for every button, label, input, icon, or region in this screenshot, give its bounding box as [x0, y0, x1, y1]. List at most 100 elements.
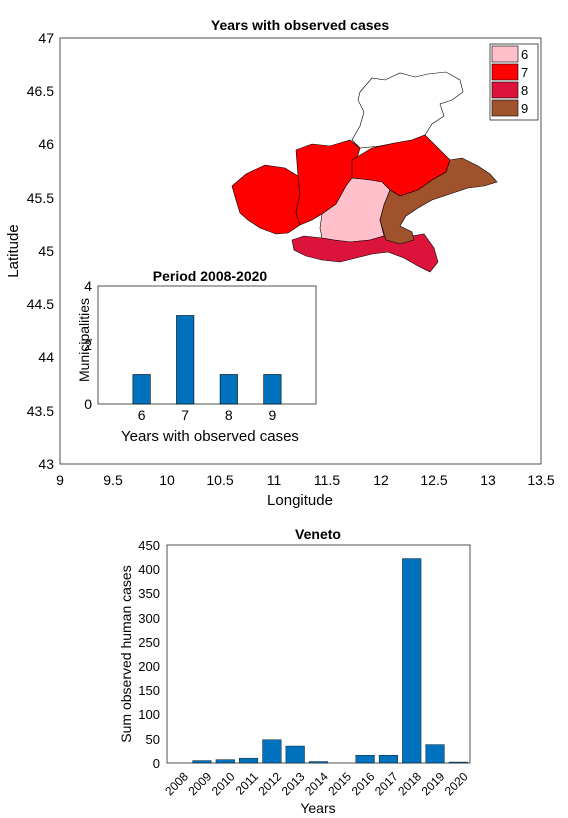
veneto-x-tick: 2019 [419, 769, 448, 798]
map-y-tick: 43 [38, 456, 54, 472]
inset-axes-box [97, 285, 317, 405]
map-y-tick: 43.5 [27, 403, 54, 419]
veneto-y-tick: 100 [138, 707, 160, 722]
inset-x-tick: 9 [269, 407, 277, 423]
inset-bar-9 [263, 374, 282, 405]
map-panel: Years with observed cases 9 9.5 10 10.5 … [5, 17, 555, 509]
veneto-bar-2017 [378, 755, 398, 764]
veneto-bar-2018 [402, 558, 422, 764]
map-y-tick: 45.5 [27, 190, 54, 206]
veneto-bar-2014 [308, 761, 329, 764]
region-map [231, 71, 498, 273]
inset-y-tick: 0 [84, 396, 92, 412]
map-x-tick: 10 [159, 472, 175, 488]
inset-bar-6 [132, 374, 151, 405]
veneto-y-tick: 0 [153, 756, 160, 771]
veneto-axes-box [166, 544, 471, 764]
map-x-tick: 13.5 [527, 472, 554, 488]
veneto-bar-2012 [262, 739, 282, 764]
veneto-bar-2010 [215, 759, 235, 764]
veneto-x-tick: 2010 [209, 769, 238, 798]
province-verona [231, 164, 301, 235]
legend-swatch-9 [491, 99, 519, 117]
inset-x-tick: 7 [181, 407, 189, 423]
map-y-tick: 46 [38, 136, 54, 152]
map-y-tick: 44 [38, 349, 54, 365]
veneto-bar-2020 [448, 761, 468, 764]
map-x-tick: 9.5 [103, 472, 123, 488]
veneto-x-tick: 2013 [279, 769, 308, 798]
inset-y-label: Municipalities [76, 298, 92, 382]
veneto-bar-2016 [355, 755, 375, 764]
veneto-bar-2019 [425, 744, 445, 764]
veneto-x-tick: 2012 [255, 769, 284, 798]
map-x-tick: 12.5 [420, 472, 447, 488]
inset-bars [132, 315, 282, 405]
veneto-x-axis: 2008200920102011201220132014201520162017… [162, 769, 471, 798]
map-y-tick: 46.5 [27, 83, 54, 99]
map-x-tick: 11.5 [314, 472, 340, 488]
map-x-tick: 9 [56, 472, 64, 488]
veneto-y-tick: 450 [138, 538, 160, 553]
map-x-tick: 13 [480, 472, 496, 488]
inset-bar-8 [219, 374, 238, 405]
inset-bar-7 [176, 315, 195, 405]
inset-y-axis: 0 2 4 [84, 278, 92, 412]
veneto-x-tick: 2009 [186, 769, 215, 798]
map-x-tick: 11 [267, 472, 282, 488]
veneto-title: Veneto [295, 526, 341, 542]
legend-label-8: 8 [521, 83, 528, 98]
legend-swatch-6 [491, 45, 519, 63]
veneto-x-tick: 2016 [349, 769, 378, 798]
veneto-y-tick: 50 [146, 732, 160, 747]
veneto-x-tick: 2020 [442, 769, 471, 798]
veneto-x-tick: 2008 [162, 769, 191, 798]
veneto-y-tick: 350 [138, 586, 160, 601]
veneto-bar-2011 [239, 757, 259, 764]
veneto-y-tick: 400 [138, 562, 160, 577]
legend-label-7: 7 [521, 65, 528, 80]
veneto-x-tick: 2014 [302, 769, 331, 798]
map-x-label: Longitude [267, 492, 333, 509]
veneto-y-axis: 0 50 100 150 200 250 300 350 400 450 [138, 538, 160, 771]
map-y-tick: 44.5 [27, 296, 54, 312]
veneto-chart: Veneto 200820092010201120122013201420152… [118, 526, 471, 816]
veneto-y-tick: 250 [138, 635, 160, 650]
veneto-y-label: Sum observed human cases [118, 565, 134, 742]
inset-x-label: Years with observed cases [121, 428, 299, 445]
map-x-tick: 10.5 [206, 472, 233, 488]
veneto-x-tick: 2011 [233, 769, 261, 797]
veneto-x-tick: 2015 [325, 769, 354, 798]
map-title: Years with observed cases [211, 17, 389, 33]
inset-chart: Period 2008-2020 6 7 8 9 0 2 4 Years with o… [76, 268, 317, 445]
inset-x-axis: 6 7 8 9 [138, 407, 277, 423]
inset-y-tick: 4 [84, 278, 92, 294]
map-y-tick: 45 [38, 243, 54, 259]
inset-x-tick: 6 [138, 407, 146, 423]
map-x-tick: 12 [373, 472, 389, 488]
legend-label-6: 6 [521, 47, 528, 62]
inset-y-tick: 2 [84, 337, 92, 353]
map-y-label: Latitude [5, 224, 22, 277]
province-venezia [379, 157, 498, 245]
map-legend: 6 7 8 9 [489, 43, 539, 121]
veneto-y-tick: 300 [138, 611, 160, 626]
veneto-bar-2009 [192, 760, 212, 764]
legend-label-9: 9 [521, 101, 528, 116]
legend-swatch-8 [491, 81, 519, 99]
legend-swatch-7 [491, 63, 519, 81]
veneto-x-tick: 2018 [395, 769, 424, 798]
inset-title: Period 2008-2020 [153, 268, 268, 284]
veneto-y-tick: 150 [138, 683, 160, 698]
veneto-y-tick: 200 [138, 659, 160, 674]
map-y-tick: 47 [38, 30, 54, 46]
inset-x-tick: 8 [225, 407, 233, 423]
veneto-x-tick: 2017 [372, 769, 401, 798]
map-axes-box [59, 37, 542, 465]
map-y-axis: 43 43.5 44 44.5 45 45.5 46 46.5 47 [27, 30, 54, 472]
veneto-bars [192, 558, 468, 764]
map-x-axis: 9 9.5 10 10.5 11 11.5 12 12.5 13 13.5 [56, 472, 555, 488]
veneto-x-label: Years [300, 800, 335, 816]
province-belluno [351, 71, 464, 149]
